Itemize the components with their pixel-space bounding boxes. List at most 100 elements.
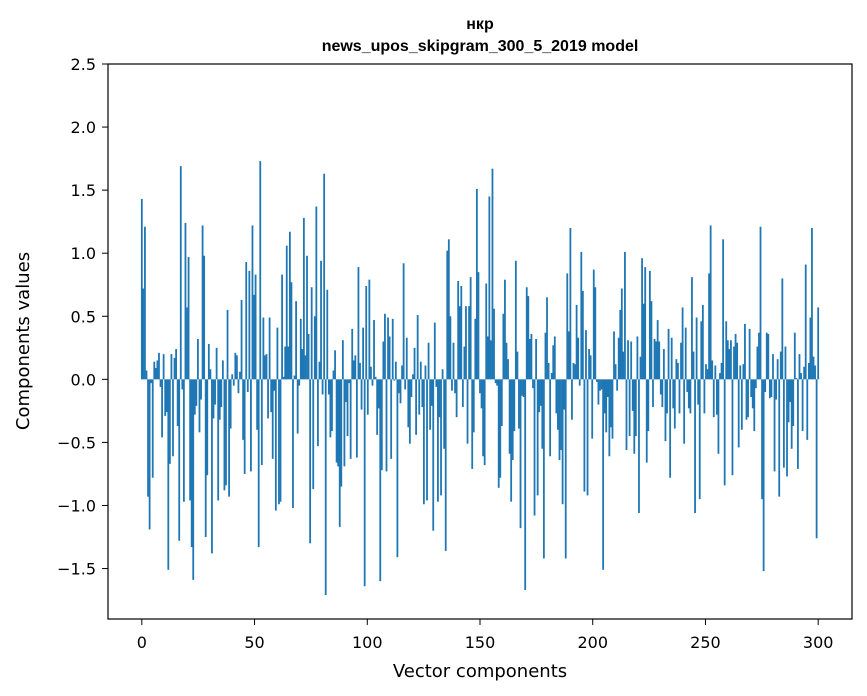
bar <box>278 379 280 505</box>
bar <box>597 379 600 405</box>
bar <box>524 379 527 590</box>
bar <box>656 320 659 380</box>
bar <box>717 379 720 454</box>
bar <box>600 379 603 390</box>
bar <box>768 379 771 399</box>
bar <box>385 379 388 472</box>
bar <box>563 379 566 410</box>
bar <box>536 379 539 496</box>
bar <box>295 301 297 380</box>
bar <box>422 379 425 505</box>
bar <box>159 379 162 387</box>
bar <box>231 374 234 380</box>
x-tick-label: 300 <box>803 633 834 652</box>
bar <box>647 379 650 432</box>
bar <box>427 342 430 380</box>
bar <box>661 379 664 408</box>
bar <box>652 379 654 408</box>
bar <box>770 379 773 397</box>
bar <box>254 274 257 380</box>
bar <box>488 196 491 380</box>
bar <box>337 379 340 467</box>
bar <box>709 225 712 380</box>
bar <box>299 318 302 380</box>
bar <box>313 316 316 380</box>
bar <box>187 256 190 380</box>
bar <box>189 379 192 501</box>
bar <box>382 341 385 380</box>
bar <box>483 379 486 466</box>
bar <box>201 225 204 380</box>
bar <box>535 338 537 380</box>
bar <box>555 379 558 414</box>
bar <box>634 379 637 437</box>
bar <box>220 379 223 408</box>
bar <box>723 379 726 486</box>
bar <box>613 331 615 380</box>
bar <box>804 264 807 380</box>
bar <box>750 379 753 397</box>
bar <box>167 379 170 570</box>
bar <box>619 309 622 380</box>
bar <box>659 379 662 395</box>
x-tick-label: 0 <box>137 633 147 652</box>
bar <box>689 379 692 414</box>
chart-subtitle: news_upos_skipgram_300_5_2019 model <box>322 38 639 55</box>
bar <box>789 379 792 403</box>
bar <box>645 379 648 463</box>
bar <box>162 354 165 380</box>
bar <box>379 379 382 582</box>
bar <box>435 379 438 387</box>
y-tick-label: 1.0 <box>71 244 96 263</box>
bar <box>271 379 274 459</box>
bar <box>528 338 531 380</box>
bar <box>686 379 689 392</box>
bar <box>264 355 266 380</box>
bar <box>610 379 612 428</box>
bar <box>748 328 751 380</box>
bar <box>142 288 145 380</box>
y-axis-ticks: −1.5 −1.0 −0.5 0.0 0.5 1.0 1.5 2.0 2.5 <box>57 55 108 579</box>
bar <box>511 379 514 461</box>
bar <box>639 356 642 380</box>
bar <box>767 333 770 380</box>
bar <box>513 379 516 432</box>
bar <box>387 317 389 380</box>
bar <box>225 379 227 486</box>
bar <box>357 267 360 380</box>
bar <box>161 379 163 438</box>
bar <box>801 379 804 432</box>
bar <box>186 307 188 380</box>
bar <box>399 379 402 404</box>
bar <box>731 379 734 476</box>
bar <box>751 379 754 409</box>
bar <box>193 379 196 415</box>
bar <box>245 262 248 380</box>
bar <box>306 255 308 380</box>
bar <box>525 287 528 380</box>
bar <box>323 173 326 380</box>
bar <box>352 360 355 380</box>
bar <box>742 364 745 380</box>
bar <box>404 379 407 390</box>
bar <box>248 270 251 380</box>
bar <box>454 379 456 394</box>
bar <box>363 379 366 587</box>
bar <box>267 379 269 419</box>
bar <box>221 360 224 380</box>
y-tick-label: 0.0 <box>71 370 96 389</box>
bar <box>362 327 365 380</box>
bar <box>705 364 707 380</box>
bar <box>370 366 372 380</box>
bar <box>787 379 790 423</box>
bar <box>589 355 592 380</box>
bar <box>376 379 379 435</box>
bar <box>324 379 327 596</box>
bar <box>407 379 410 428</box>
bar <box>580 251 583 380</box>
bar <box>698 379 701 500</box>
bar <box>200 379 202 400</box>
bar <box>250 379 252 472</box>
bar <box>320 260 322 380</box>
